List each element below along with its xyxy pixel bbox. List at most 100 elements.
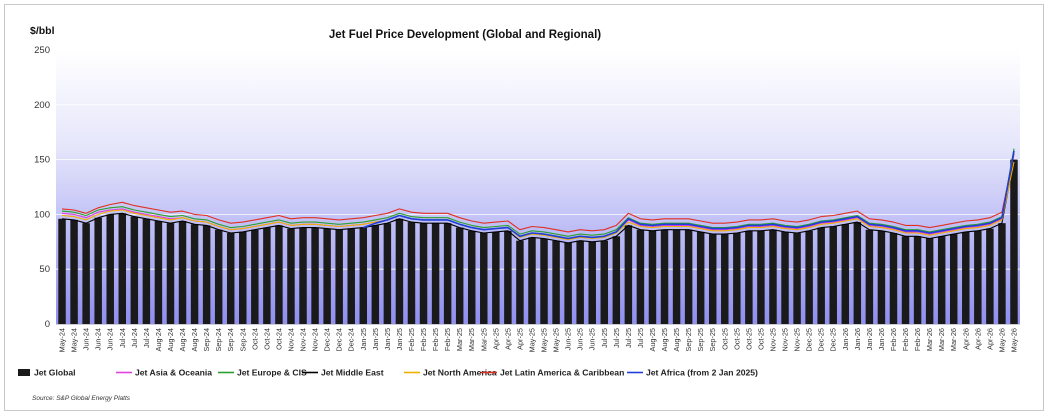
x-tick-label: Aug-25 (648, 328, 657, 352)
bar-jet-global (311, 227, 319, 324)
x-tick-label: Jan-25 (383, 328, 392, 350)
bar-jet-global (528, 237, 536, 324)
x-tick-label: Dec-24 (323, 328, 332, 352)
x-tick-label: Sep-24 (226, 328, 235, 352)
x-tick-label: Jul-25 (636, 328, 645, 348)
bar-jet-global (865, 229, 874, 324)
bar-jet-global (226, 233, 235, 324)
x-tick-label: Nov-24 (286, 328, 295, 352)
y-tick-label: 0 (45, 319, 50, 330)
x-tick-label: Jun-24 (106, 328, 115, 350)
bar-jet-global (467, 230, 476, 324)
bar-jet-global (106, 214, 114, 324)
x-tick-label: Dec-25 (817, 328, 826, 352)
x-tick-label: Sep-25 (696, 328, 705, 352)
bar-jet-global (275, 225, 283, 324)
bar-jet-global (805, 230, 813, 324)
y-tick-label: 150 (34, 155, 50, 166)
x-tick-label: Dec-24 (347, 328, 356, 352)
bar-jet-global (624, 225, 633, 324)
x-tick-label: Oct-25 (720, 328, 729, 350)
bar-jet-global (757, 230, 765, 324)
bar-jet-global (214, 229, 223, 324)
bar-jet-global (660, 229, 669, 324)
bar-jet-global (588, 241, 596, 324)
series-line-jet-europe-cis (61, 148, 1015, 237)
bar-jet-global (841, 224, 850, 324)
bar-jet-global (419, 223, 428, 324)
y-tick-label: 200 (34, 100, 50, 111)
x-tick-label: May-24 (70, 328, 79, 352)
x-tick-label: Feb-25 (443, 328, 452, 351)
x-tick-label: Jun-24 (94, 328, 103, 350)
bar-jet-global (154, 220, 163, 324)
bar-jet-global (974, 230, 982, 324)
bar-jet-global (889, 233, 898, 324)
bar-jet-global (612, 236, 621, 324)
bar-jet-global (901, 236, 910, 324)
x-tick-label: Feb-26 (913, 328, 922, 351)
bar-jet-global (769, 229, 777, 324)
x-tick-label: Jul-24 (130, 328, 139, 348)
series-line-jet-africa-from-2-jan-2025 (363, 150, 1015, 240)
legend-label: Jet Europe & CIS (237, 368, 307, 378)
x-tick-label: Jan-26 (877, 328, 886, 350)
x-tick-label: Mar-26 (925, 328, 934, 351)
x-tick-label: Feb-26 (901, 328, 910, 351)
bar-jet-global (395, 218, 404, 324)
bar-jet-global (1010, 159, 1018, 324)
bar-jet-global (347, 228, 355, 324)
bar-jet-global (431, 223, 440, 324)
x-tick-label: Apr-25 (515, 328, 524, 350)
bar-jet-global (817, 227, 825, 324)
x-tick-label: Oct-25 (732, 328, 741, 350)
series-line-jet-north-america (61, 161, 1015, 241)
legend: Jet Global Jet Asia & Oceania Jet Europe &… (18, 368, 758, 378)
x-tick-label: Apr-26 (985, 328, 994, 350)
x-tick-label: May-25 (552, 328, 561, 352)
plot-area (56, 50, 1020, 324)
bar-jet-global (552, 240, 560, 324)
x-tick-label: Aug-25 (660, 328, 669, 352)
x-tick-label: Oct-24 (274, 328, 283, 350)
x-tick-label: Dec-24 (335, 328, 344, 352)
bar-jet-global (371, 225, 380, 324)
x-tick-label: Jun-25 (564, 328, 573, 350)
legend-label: Jet North America (423, 368, 497, 378)
x-tick-label: Nov-25 (781, 328, 790, 352)
bar-jet-global (335, 229, 343, 324)
x-tick-label: Jan-25 (359, 328, 368, 350)
x-tick-label: Sep-24 (238, 328, 247, 352)
x-tick-label: May-25 (527, 328, 536, 352)
x-tick-label: Feb-26 (889, 328, 898, 351)
bar-jet-global (190, 224, 199, 324)
bar-jet-global (82, 223, 90, 324)
x-tick-label: Apr-25 (503, 328, 512, 350)
x-tick-label: Jun-24 (82, 328, 91, 350)
bar-jet-global (166, 223, 175, 324)
bar-jet-global (58, 218, 66, 324)
x-tick-label: Oct-25 (744, 328, 753, 350)
bar-jet-global (600, 240, 609, 324)
bar-jet-global (781, 231, 789, 324)
y-axis-unit: $/bbl (30, 25, 55, 37)
x-tick-label: Oct-24 (262, 328, 271, 350)
x-tick-label: Jan-26 (865, 328, 874, 350)
x-tick-label: Apr-26 (973, 328, 982, 350)
bar-jet-global (287, 228, 295, 324)
bar-jet-global (576, 240, 584, 324)
x-tick-label: May-25 (540, 328, 549, 352)
x-tick-label: Aug-24 (178, 328, 187, 352)
source-note: Source: S&P Global Energy Platts (32, 395, 131, 402)
bar-jet-global (178, 220, 187, 324)
x-tick-label: Nov-25 (793, 328, 802, 352)
legend-label: Jet Middle East (321, 368, 384, 378)
legend-label: Jet Africa (from 2 Jan 2025) (646, 368, 758, 378)
x-tick-label: Aug-24 (154, 328, 163, 352)
chart-title: Jet Fuel Price Development (Global and R… (329, 29, 601, 41)
x-tick-label: Jan-26 (853, 328, 862, 350)
bar-jet-global (239, 231, 247, 324)
bar-jet-global (721, 234, 729, 324)
bar-jet-global (708, 234, 717, 324)
